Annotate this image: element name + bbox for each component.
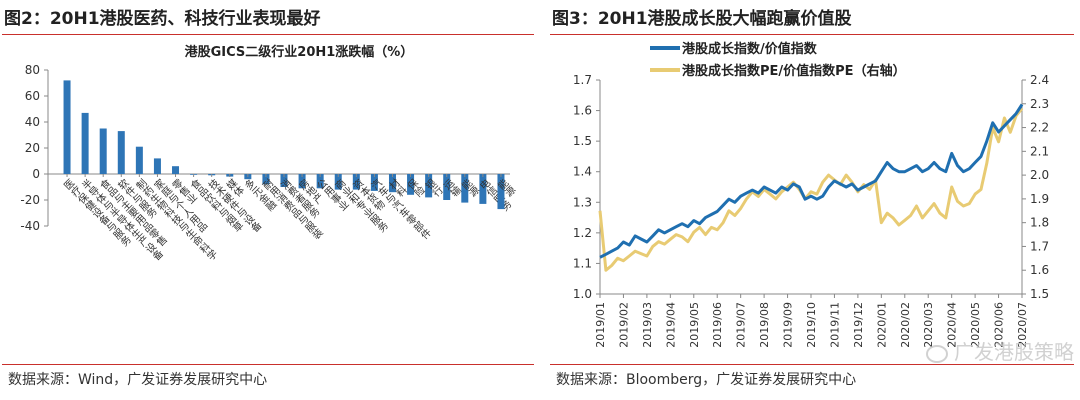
- bar: [370, 174, 378, 191]
- bar: [388, 174, 396, 193]
- bar-chart: 港股GICS二级行业20H1涨跌幅（%）-40-20020406080医疗保健设…: [20, 44, 517, 264]
- x-tick-label: 2019/07: [735, 302, 748, 348]
- left-tick-label: 1.3: [573, 195, 592, 209]
- left-source-text: 数据来源：Wind，广发证券发展研究中心: [8, 372, 268, 388]
- y-tick-label: 20: [25, 141, 40, 155]
- x-tick-label: 2020/07: [1016, 302, 1029, 348]
- right-tick-label: 1.5: [1030, 287, 1049, 301]
- left-title-rule: [2, 34, 534, 35]
- right-tick-label: 1.6: [1030, 263, 1049, 277]
- x-tick-label: 2020/06: [993, 302, 1006, 348]
- y-tick-label: -40: [20, 219, 40, 233]
- category-label: 运输: [440, 177, 463, 200]
- left-tick-label: 1.0: [573, 287, 592, 301]
- bar-chart-title: 港股GICS二级行业20H1涨跌幅（%）: [185, 44, 414, 60]
- x-tick-label: 2019/12: [852, 302, 865, 348]
- bar: [262, 174, 270, 185]
- right-tick-label: 2.1: [1030, 144, 1049, 158]
- bar: [81, 112, 89, 174]
- x-tick-label: 2020/05: [969, 302, 982, 348]
- wechat-icon: [926, 344, 948, 363]
- bar: [99, 128, 107, 174]
- right-tick-label: 2.0: [1030, 168, 1049, 182]
- x-tick-label: 2020/01: [875, 302, 888, 348]
- x-tick-label: 2019/09: [782, 302, 795, 348]
- x-tick-label: 2019/08: [758, 302, 771, 348]
- left-tick-label: 1.2: [573, 226, 592, 240]
- bar: [425, 174, 433, 198]
- bar: [63, 80, 71, 174]
- bar: [153, 158, 161, 174]
- x-tick-label: 2019/02: [617, 302, 630, 348]
- y-tick-label: 60: [25, 89, 40, 103]
- bar: [497, 174, 505, 210]
- right-source-text: 数据来源：Bloomberg，广发证券发展研究中心: [556, 372, 857, 388]
- bar: [352, 174, 360, 190]
- bar: [461, 174, 469, 203]
- right-panel: 图3：20H1港股成长股大幅跑赢价值股 港股成长指数/价值指数港股成长指数PE/…: [548, 0, 1080, 400]
- bar: [280, 174, 288, 187]
- left-source-rule: [2, 364, 534, 365]
- y-tick-label: 40: [25, 115, 40, 129]
- legend-label-growth: 港股成长指数/价值指数: [682, 41, 818, 57]
- right-tick-label: 1.9: [1030, 192, 1049, 206]
- x-tick-label: 2020/02: [899, 302, 912, 348]
- x-tick-label: 2019/06: [711, 302, 724, 348]
- right-tick-label: 2.2: [1030, 121, 1049, 135]
- left-tick-label: 1.1: [573, 256, 592, 270]
- x-tick-label: 2019/04: [664, 302, 677, 348]
- left-tick-label: 1.6: [573, 104, 592, 118]
- bar: [316, 174, 324, 189]
- bar: [298, 174, 306, 189]
- x-tick-label: 2019/01: [594, 302, 607, 348]
- x-tick-label: 2019/03: [641, 302, 654, 348]
- right-tick-label: 2.4: [1030, 73, 1049, 87]
- right-title-rule: [550, 34, 1074, 35]
- bar: [172, 166, 180, 174]
- left-panel: 图2：20H1港股医药、科技行业表现最好 港股GICS二级行业20H1涨跌幅（%…: [2, 9, 534, 388]
- y-tick-label: 0: [32, 167, 40, 181]
- x-tick-label: 2019/05: [688, 302, 701, 348]
- series-line-pe: [598, 107, 1024, 272]
- right-tick-label: 1.8: [1030, 216, 1049, 230]
- bar: [117, 131, 125, 174]
- right-tick-label: 2.3: [1030, 97, 1049, 111]
- bar: [135, 146, 143, 174]
- left-panel-title: 图2：20H1港股医药、科技行业表现最好: [4, 9, 321, 29]
- right-source-rule: [550, 364, 1074, 365]
- right-panel-title: 图3：20H1港股成长股大幅跑赢价值股: [552, 9, 852, 29]
- x-tick-label: 2020/04: [946, 302, 959, 348]
- series-line-growth: [599, 103, 1024, 259]
- watermark: 广发港股策略: [926, 336, 1074, 365]
- bar: [334, 174, 342, 190]
- bar: [479, 174, 487, 204]
- legend-label-pe: 港股成长指数PE/价值指数PE（右轴）: [682, 63, 906, 79]
- y-tick-label: -20: [20, 193, 40, 207]
- left-tick-label: 1.7: [573, 73, 592, 87]
- right-tick-label: 1.7: [1030, 239, 1049, 253]
- watermark-text: 广发港股策略: [954, 340, 1074, 364]
- bar: [443, 174, 451, 200]
- left-tick-label: 1.5: [573, 134, 592, 148]
- x-tick-label: 2020/03: [922, 302, 935, 348]
- x-tick-label: 2019/11: [828, 302, 841, 348]
- bar: [407, 174, 415, 195]
- y-tick-label: 80: [25, 63, 40, 77]
- x-tick-label: 2019/10: [805, 302, 818, 348]
- left-tick-label: 1.4: [573, 165, 592, 179]
